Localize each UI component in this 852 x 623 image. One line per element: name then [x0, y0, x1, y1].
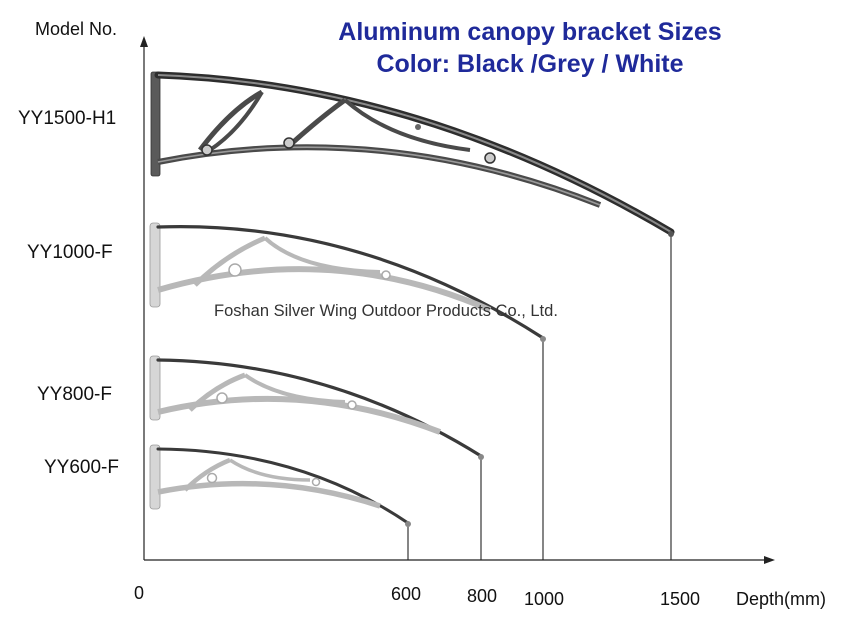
- title-line-1: Aluminum canopy bracket Sizes: [338, 18, 722, 46]
- y-axis-label: Model No.: [35, 19, 118, 39]
- x-axis-arrow: [764, 556, 775, 564]
- bracket-yy1500-h1: [150, 71, 675, 237]
- x-tick-1000: 1000: [524, 589, 565, 609]
- x-tick-origin: 0: [134, 583, 145, 603]
- model-label-yy1000-f: YY1000-F: [27, 242, 113, 263]
- x-tick-600: 600: [391, 584, 422, 604]
- x-tick-1500: 1500: [660, 589, 701, 609]
- bracket-yy800-f: [149, 355, 484, 460]
- title-line-2: Color: Black /Grey / White: [376, 50, 684, 78]
- model-label-yy1500-h1: YY1500-H1: [18, 108, 117, 129]
- bracket-yy1000-f: [149, 222, 546, 342]
- bracket-yy600-f: [149, 444, 411, 527]
- y-axis-arrow: [140, 36, 148, 47]
- diagram-title: Aluminum canopy bracket Sizes Color: Bla…: [300, 16, 760, 80]
- x-axis-label: Depth(mm): [736, 589, 827, 609]
- company-watermark: Foshan Silver Wing Outdoor Products Co.,…: [214, 302, 558, 320]
- model-label-yy800-f: YY800-F: [37, 384, 112, 405]
- model-label-yy600-f: YY600-F: [44, 457, 119, 478]
- x-tick-800: 800: [467, 586, 498, 606]
